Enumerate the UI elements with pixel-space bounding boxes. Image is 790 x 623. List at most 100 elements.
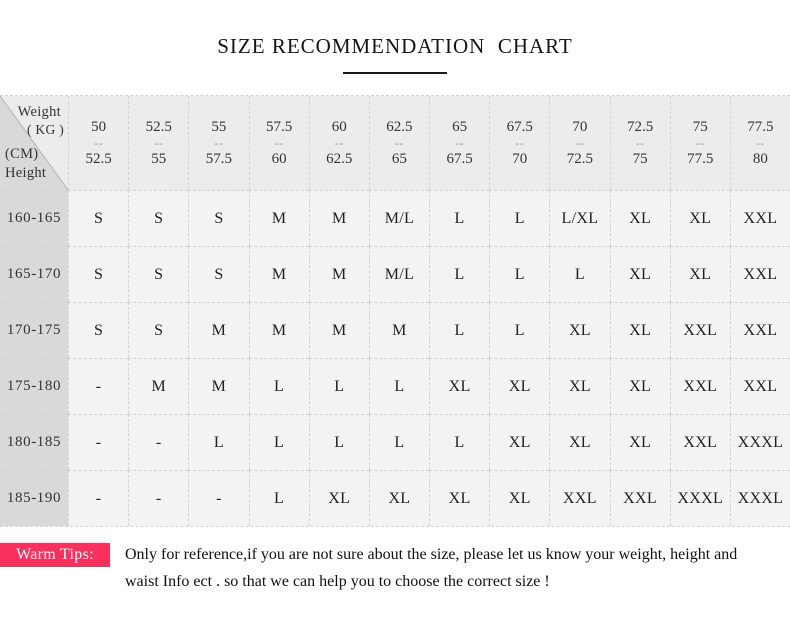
weight-range-from: 57.5 xyxy=(265,118,293,135)
weight-range-separator: -- xyxy=(635,135,645,150)
size-cell: L xyxy=(489,302,550,358)
size-cell: M xyxy=(188,302,249,358)
size-cell: L xyxy=(368,414,429,470)
size-cell: M xyxy=(368,302,429,358)
weight-range-separator: -- xyxy=(334,135,344,150)
size-cell: XXXL xyxy=(729,414,790,470)
weight-range-to: 57.5 xyxy=(205,150,233,167)
size-cell: M xyxy=(128,358,189,414)
height-row-label: 185-190 xyxy=(0,470,68,526)
weight-range-to: 72.5 xyxy=(566,150,594,167)
size-cell: M xyxy=(308,190,369,246)
size-cell: XL xyxy=(609,414,670,470)
weight-range-from: 50 xyxy=(91,118,107,135)
weight-range-to: 62.5 xyxy=(326,150,353,167)
weight-range-separator: -- xyxy=(515,135,525,150)
size-cell: XL xyxy=(609,302,670,358)
size-cell: XL xyxy=(669,190,730,246)
weight-header-cell: 67.5 -- 70 xyxy=(489,96,550,190)
weight-header-cell: 57.5 -- 60 xyxy=(248,96,309,190)
size-cell: L xyxy=(489,246,550,302)
weight-header-cell: 65 -- 67.5 xyxy=(429,96,490,190)
size-cell: XXL xyxy=(669,414,730,470)
size-cell: M xyxy=(248,246,309,302)
size-cell: L xyxy=(429,414,490,470)
size-cell: XL xyxy=(429,470,490,526)
title-underline xyxy=(343,72,447,74)
height-row-label: 165-170 xyxy=(0,246,68,302)
size-cell: L xyxy=(248,358,309,414)
size-cell: XXL xyxy=(549,470,610,526)
weight-range-to: 67.5 xyxy=(446,150,473,167)
size-cell: XL xyxy=(429,358,490,414)
size-table: Weight( KG ) (CM) Height 50 -- 52.5 52.5 -- 55 55… xyxy=(0,95,790,527)
size-cell: XL xyxy=(489,358,550,414)
weight-axis-unit: ( KG ) xyxy=(26,122,64,137)
size-cell: S xyxy=(68,190,129,246)
weight-header-cell: 60 -- 62.5 xyxy=(308,96,369,190)
chart-header: SIZE RECOMMENDATION CHART xyxy=(0,0,790,74)
height-row-label: 175-180 xyxy=(0,358,68,414)
tips-line-2: waist Info ect . so that we can help you… xyxy=(125,573,550,590)
size-cell: - xyxy=(128,414,189,470)
size-cell: - xyxy=(68,358,129,414)
size-cell: XXL xyxy=(669,358,730,414)
size-cell: XXL xyxy=(729,190,790,246)
height-axis-unit: (CM) xyxy=(5,146,39,162)
weight-header-cell: 50 -- 52.5 xyxy=(68,96,129,190)
size-cell: L xyxy=(368,358,429,414)
size-cell: XL xyxy=(549,414,610,470)
height-axis-label: Height xyxy=(5,165,47,181)
height-row-label: 180-185 xyxy=(0,414,68,470)
size-cell: XL xyxy=(609,246,670,302)
weight-range-separator: -- xyxy=(214,135,224,150)
size-cell: XXL xyxy=(729,302,790,358)
weight-range-separator: -- xyxy=(695,135,705,150)
size-cell: S xyxy=(128,246,189,302)
weight-axis-label: Weight xyxy=(17,104,61,120)
weight-range-from: 52.5 xyxy=(145,118,172,135)
weight-range-to: 55 xyxy=(151,150,167,167)
warm-tips-section: Warm Tips: Only for reference,if you are… xyxy=(0,541,790,595)
size-cell: L xyxy=(429,246,490,302)
warm-tips-text: Only for reference,if you are not sure a… xyxy=(125,541,737,595)
size-cell: L xyxy=(549,246,610,302)
size-cell: XL xyxy=(489,414,550,470)
weight-range-from: 62.5 xyxy=(386,118,413,135)
size-cell: XL xyxy=(609,190,670,246)
weight-range-to: 77.5 xyxy=(687,150,714,167)
size-cell: L xyxy=(429,302,490,358)
size-cell: S xyxy=(128,190,189,246)
weight-header-cell: 70 -- 72.5 xyxy=(549,96,610,190)
weight-range-separator: -- xyxy=(575,135,585,150)
size-cell: XXL xyxy=(609,470,670,526)
size-cell: XXL xyxy=(729,246,790,302)
size-cell: M xyxy=(308,246,369,302)
weight-range-from: 75 xyxy=(692,118,708,135)
size-cell: XXXL xyxy=(729,470,790,526)
weight-range-to: 70 xyxy=(512,150,528,167)
weight-range-from: 77.5 xyxy=(747,118,774,135)
weight-header-cell: 62.5 -- 65 xyxy=(368,96,429,190)
height-row-label: 160-165 xyxy=(0,190,68,246)
weight-range-from: 67.5 xyxy=(506,118,533,135)
size-cell: XL xyxy=(368,470,429,526)
size-cell: M/L xyxy=(368,190,429,246)
size-cell: XL xyxy=(489,470,550,526)
size-cell: L/XL xyxy=(549,190,610,246)
size-cell: XL xyxy=(308,470,369,526)
size-cell: - xyxy=(68,470,129,526)
size-cell: XL xyxy=(549,358,610,414)
size-cell: L xyxy=(248,470,309,526)
weight-range-to: 60 xyxy=(271,150,287,167)
page-title: SIZE RECOMMENDATION CHART xyxy=(217,34,573,58)
weight-header-cell: 52.5 -- 55 xyxy=(128,96,189,190)
weight-header-cell: 75 -- 77.5 xyxy=(669,96,730,190)
size-cell: - xyxy=(128,470,189,526)
weight-range-from: 60 xyxy=(331,118,347,135)
weight-range-from: 72.5 xyxy=(626,118,654,135)
weight-range-to: 75 xyxy=(632,150,648,167)
weight-range-separator: -- xyxy=(755,135,765,150)
size-cell: S xyxy=(128,302,189,358)
height-row-label: 170-175 xyxy=(0,302,68,358)
